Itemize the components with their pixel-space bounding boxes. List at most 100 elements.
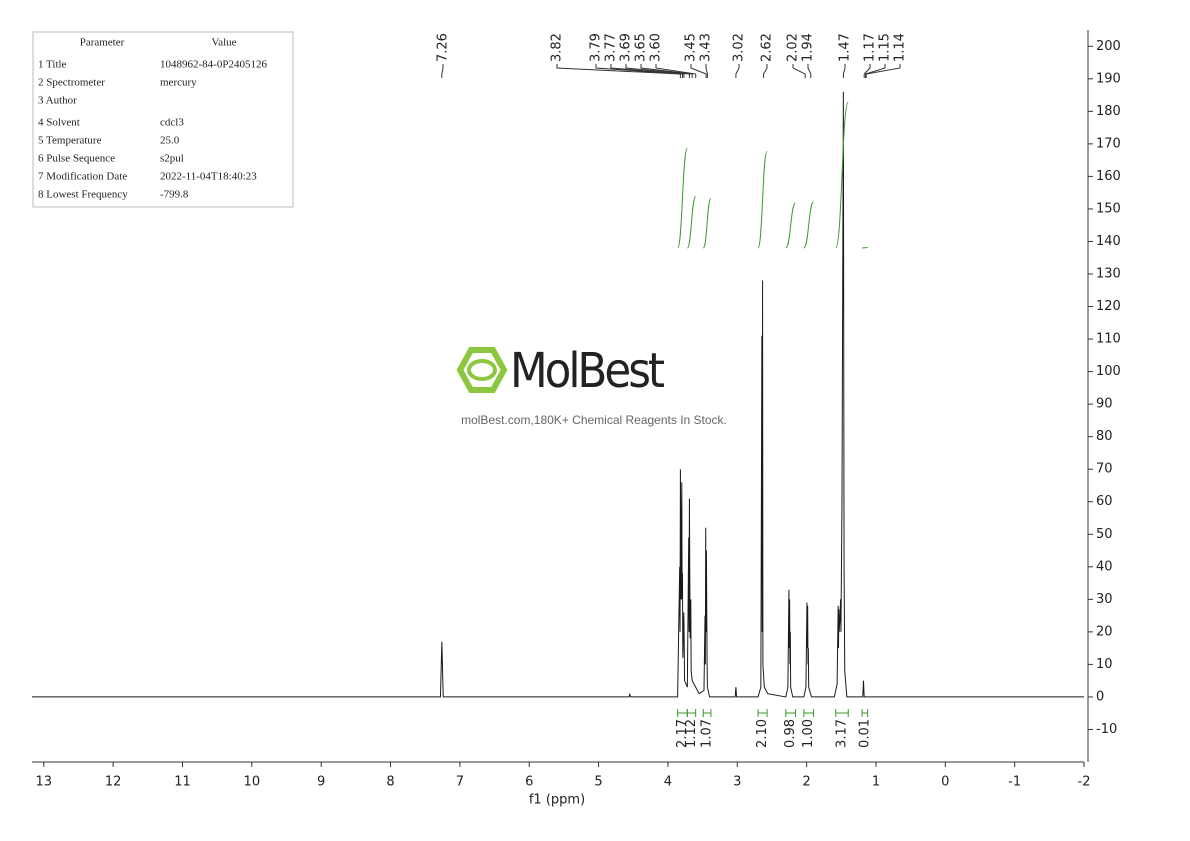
x-tick-label: 0 [941, 775, 949, 790]
y-tick-label: -10 [1096, 722, 1117, 737]
y-tick-label: 190 [1096, 71, 1121, 86]
logo-hexagon [456, 347, 508, 393]
tagline: molBest.com,180K+ Chemical Reagents In S… [461, 413, 727, 427]
peak-leader [763, 64, 768, 78]
peak-leader [792, 64, 806, 78]
integral-label: 0.01 [857, 719, 872, 748]
param-name: 7 Modification Date [38, 171, 127, 183]
y-tick-label: 70 [1096, 462, 1113, 477]
y-tick-label: 0 [1096, 689, 1104, 704]
peak-label: 1.94 [801, 33, 816, 62]
peak-label: 3.77 [604, 33, 619, 62]
peak-label: 1.47 [838, 33, 853, 62]
integral-bracket [677, 709, 688, 717]
integral-label: 1.00 [801, 719, 816, 748]
peak-label: 3.82 [550, 33, 565, 62]
peak-leader [865, 64, 886, 78]
watermark: MolBest molBest.com,180K+ Chemical Reage… [456, 343, 727, 427]
x-tick-label: 2 [802, 775, 810, 790]
y-tick-label: 110 [1096, 332, 1121, 347]
y-tick-label: 50 [1096, 527, 1113, 542]
spectrum [32, 91, 1084, 698]
x-tick-label: 7 [456, 775, 464, 790]
x-tick-label: 8 [386, 775, 394, 790]
param-name: 4 Solvent [38, 117, 80, 129]
peak-label: 7.26 [436, 33, 451, 62]
peak-leader [807, 64, 812, 78]
y-tick-label: 80 [1096, 429, 1113, 444]
brand: MolBest [510, 343, 664, 399]
peak-label: 3.79 [589, 33, 604, 62]
param-value: cdcl3 [160, 117, 184, 129]
param-value: 2022-11-04T18:40:23 [160, 171, 257, 183]
y-tick-label: 100 [1096, 364, 1121, 379]
integral-curve [785, 202, 797, 249]
param-name: 8 Lowest Frequency [38, 189, 128, 201]
integral-curve [702, 198, 712, 249]
y-tick-label: 140 [1096, 234, 1121, 249]
x-tick-label: 13 [36, 775, 53, 790]
x-axis-title: f1 (ppm) [529, 793, 585, 808]
param-name: 2 Spectrometer [38, 77, 105, 89]
peak-leader [595, 64, 683, 78]
peak-label: 3.65 [634, 33, 649, 62]
x-tick-label: 10 [244, 775, 261, 790]
param-name: 3 Author [38, 95, 77, 107]
x-tick-label: -2 [1078, 775, 1091, 790]
y-tick-label: 180 [1096, 104, 1121, 119]
param-name: 5 Temperature [38, 135, 102, 147]
integral-bracket [757, 709, 768, 717]
integral-label: 1.12 [684, 719, 699, 748]
y-tick-label: 10 [1096, 657, 1113, 672]
param-value: mercury [160, 77, 197, 89]
integral-curve [686, 195, 697, 249]
peak-leader [863, 64, 871, 78]
param-value: 1048962-84-0P2405126 [160, 59, 267, 71]
y-tick-label: 170 [1096, 136, 1121, 151]
y-tick-label: 160 [1096, 169, 1121, 184]
param-name: 6 Pulse Sequence [38, 153, 115, 165]
peak-leader [441, 64, 444, 78]
integral-bracket [702, 709, 712, 717]
peak-label: 3.69 [619, 33, 634, 62]
peak-label: 1.17 [863, 33, 878, 62]
peak-leader [610, 64, 685, 78]
y-tick-label: 30 [1096, 592, 1113, 607]
x-tick-label: 11 [174, 775, 191, 790]
param-value: -799.8 [160, 189, 189, 201]
integral-bracket [803, 709, 815, 717]
peak-leader [625, 64, 690, 78]
y-tick-label: 120 [1096, 299, 1121, 314]
peak-leader [865, 64, 901, 78]
integral-bracket [785, 709, 797, 717]
integral-curve [835, 101, 849, 249]
peak-leader [735, 64, 740, 78]
x-tick-label: 9 [317, 775, 325, 790]
y-tick-label: 20 [1096, 624, 1113, 639]
integral-label: 0.98 [783, 719, 798, 748]
parameter-box [32, 31, 294, 208]
integral-label: 3.17 [834, 719, 849, 748]
param-value: s2pul [160, 153, 184, 165]
y-tick-label: 40 [1096, 559, 1113, 574]
y-tick-label: 150 [1096, 201, 1121, 216]
y-tick-label: 130 [1096, 267, 1121, 282]
y-tick-label: 200 [1096, 39, 1121, 54]
integral-curve [757, 150, 768, 249]
peak-label: 1.15 [878, 33, 893, 62]
x-tick-label: 3 [733, 775, 741, 790]
integral-label: 2.17 [675, 719, 690, 748]
peak-leader [705, 64, 708, 78]
peak-label: 2.62 [760, 33, 775, 62]
x-tick-label: 5 [594, 775, 602, 790]
x-tick-label: 12 [105, 775, 122, 790]
peak-label: 2.02 [786, 33, 801, 62]
integral-bracket [686, 709, 697, 717]
peak-label: 3.43 [699, 33, 714, 62]
param-name: 1 Title [38, 59, 67, 71]
peak-leader [655, 64, 697, 78]
logo-ring [467, 359, 497, 381]
x-tick-label: 6 [525, 775, 533, 790]
integral-bracket [861, 709, 869, 717]
